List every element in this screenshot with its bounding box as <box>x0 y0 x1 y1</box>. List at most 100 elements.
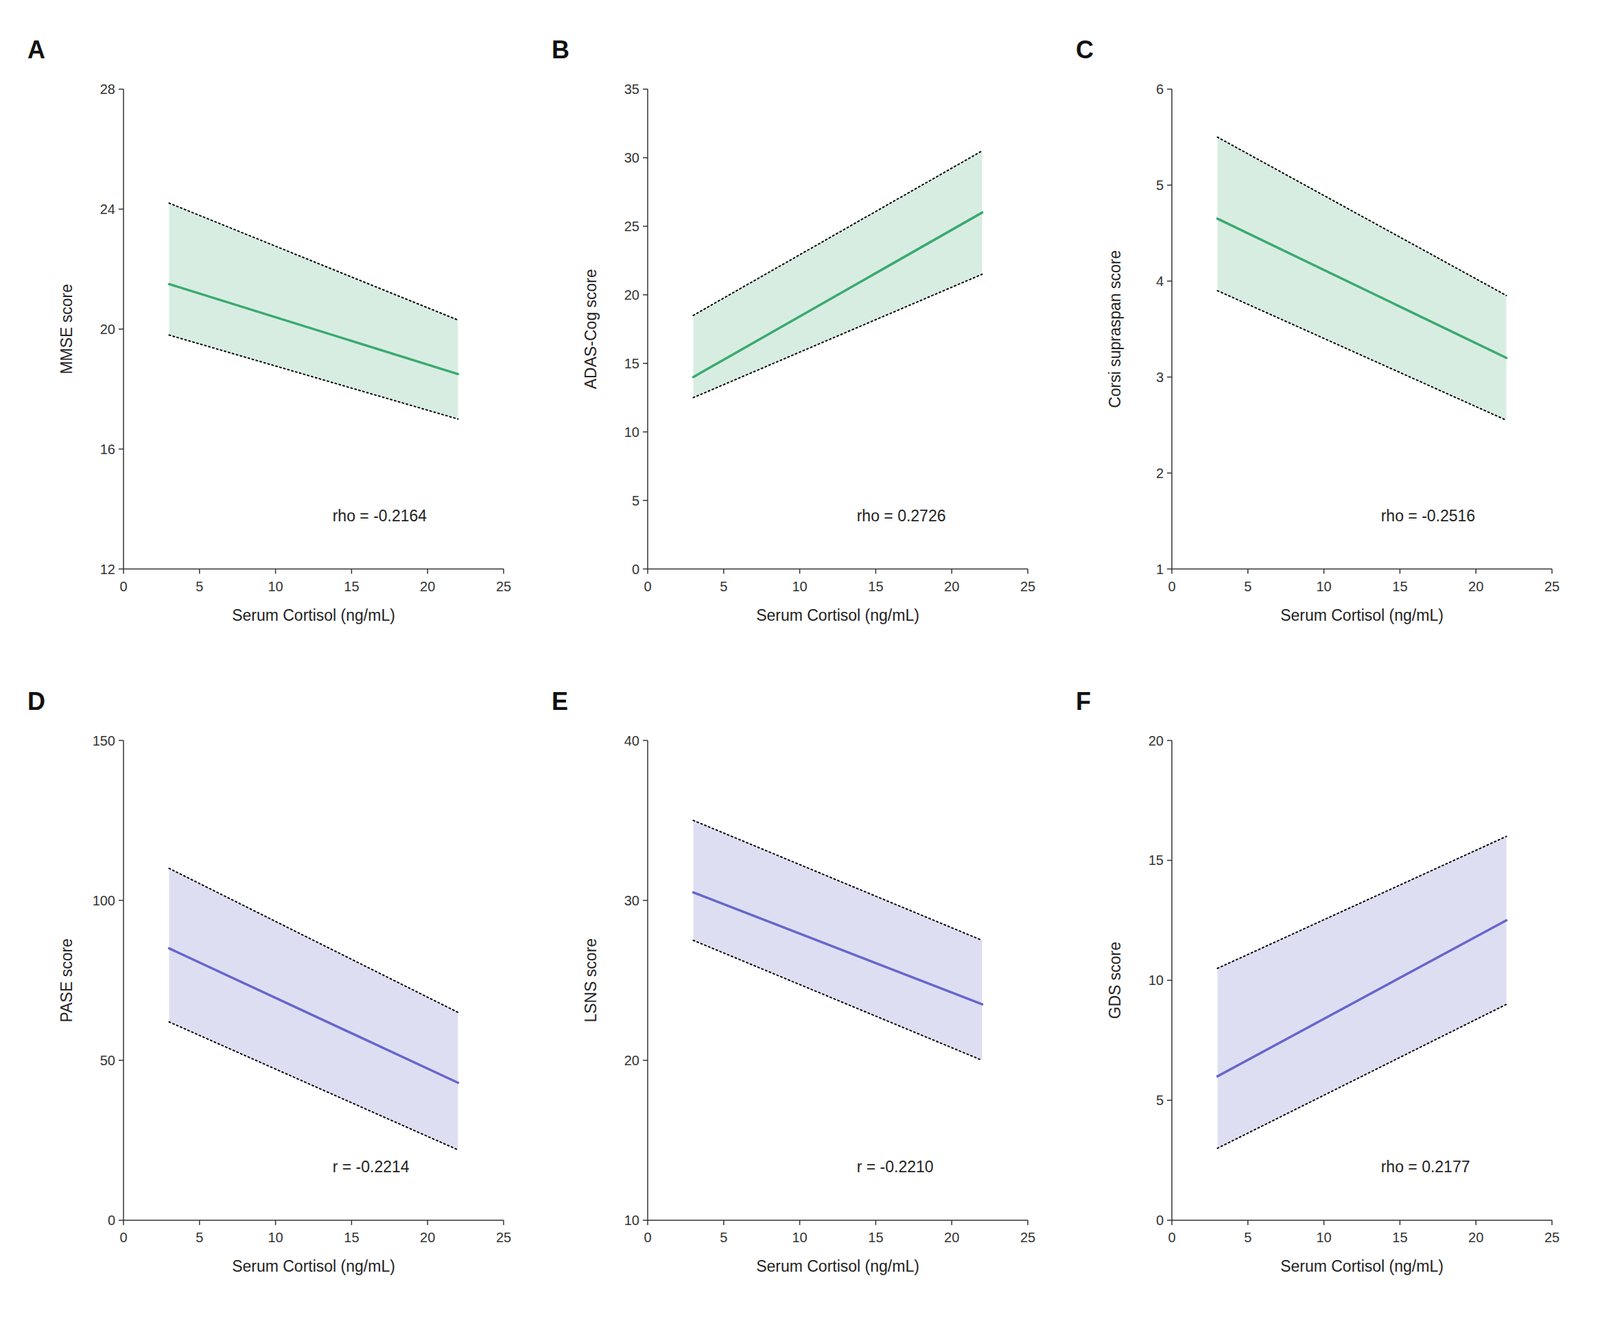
ci-band <box>168 203 458 420</box>
y-axis-line <box>1171 89 1173 570</box>
x-tick <box>799 1220 801 1226</box>
ci-lower-line <box>1217 1004 1507 1149</box>
x-tick <box>875 1220 877 1226</box>
x-tick-label: 20 <box>944 1230 960 1246</box>
panel: 051015202505101520Serum Cortisol (ng/mL)… <box>1075 687 1560 1277</box>
annotation: r = -0.2210 <box>856 1158 934 1176</box>
y-tick-label: 10 <box>624 1213 640 1229</box>
y-tick-label: 150 <box>92 733 116 749</box>
x-tick-label: 20 <box>419 579 435 595</box>
y-tick <box>642 740 648 742</box>
y-axis-label: ADAS-Cog score <box>581 268 600 390</box>
y-tick-label: 2 <box>1156 465 1164 481</box>
x-axis-line <box>123 1219 504 1222</box>
y-tick-label: 12 <box>100 561 116 578</box>
y-axis-label: Corsi supraspan score <box>1106 250 1124 409</box>
y-axis-line <box>646 89 649 570</box>
x-tick <box>502 1220 505 1226</box>
panel: 051015202505101520253035Serum Cortisol (… <box>551 35 1036 625</box>
ci-lower-line <box>168 334 458 419</box>
y-tick-label: 0 <box>631 561 640 578</box>
y-tick-label: 10 <box>624 424 640 440</box>
plot-area <box>168 868 458 1150</box>
y-tick-label: 5 <box>1156 1092 1164 1109</box>
y-tick-label: 5 <box>1156 177 1164 193</box>
y-tick-label: 24 <box>100 201 116 217</box>
annotation: rho = 0.2177 <box>1381 1158 1471 1176</box>
x-axis-line <box>1171 1219 1552 1222</box>
x-tick <box>646 1220 649 1226</box>
x-tick <box>1247 1220 1249 1226</box>
y-tick-label: 30 <box>624 893 640 909</box>
x-tick <box>122 569 125 575</box>
x-tick <box>351 1220 353 1226</box>
x-tick-label: 5 <box>719 1230 728 1246</box>
y-tick-label: 20 <box>100 321 116 337</box>
y-tick-label: 20 <box>624 287 640 303</box>
regression-line <box>1217 218 1507 359</box>
y-tick <box>642 157 648 159</box>
x-tick-label: 5 <box>1243 579 1252 595</box>
y-axis-line <box>122 740 125 1222</box>
regression-line <box>168 948 458 1084</box>
y-tick <box>1167 568 1172 571</box>
x-tick <box>950 1220 953 1226</box>
ci-lower-line <box>168 1022 458 1151</box>
y-tick-label: 3 <box>1156 369 1164 385</box>
y-tick-label: 40 <box>624 733 640 749</box>
y-tick <box>118 1060 124 1062</box>
panel: 0510152025050100150Serum Cortisol (ng/mL… <box>27 687 512 1277</box>
y-tick-label: 15 <box>1148 852 1164 868</box>
x-tick <box>351 569 353 575</box>
ci-band <box>692 150 982 398</box>
y-tick <box>642 294 648 296</box>
y-axis-label: LSNS score <box>581 938 600 1023</box>
ci-upper-line <box>1217 836 1507 969</box>
x-tick-label: 5 <box>195 1230 204 1246</box>
x-tick-label: 15 <box>1392 1230 1408 1246</box>
x-axis-label: Serum Cortisol (ng/mL) <box>231 1257 396 1276</box>
y-axis-label: MMSE score <box>57 284 76 375</box>
x-tick-label: 10 <box>267 579 283 595</box>
x-tick-label: 0 <box>643 579 652 595</box>
ci-lower-line <box>692 274 982 398</box>
regression-line <box>692 212 982 378</box>
annotation: rho = -0.2164 <box>332 507 428 525</box>
x-tick-label: 5 <box>719 579 728 595</box>
y-tick-label: 100 <box>92 893 116 909</box>
y-tick <box>1167 1219 1172 1222</box>
y-tick-label: 10 <box>1148 972 1164 988</box>
y-tick <box>1167 1099 1172 1102</box>
panel: 051015202510203040Serum Cortisol (ng/mL)… <box>551 687 1036 1277</box>
x-tick <box>1027 1220 1029 1226</box>
x-tick-label: 0 <box>643 1230 652 1246</box>
y-tick-label: 20 <box>624 1053 640 1069</box>
y-tick-label: 6 <box>1156 81 1164 97</box>
regression-line <box>692 892 982 1005</box>
x-tick <box>1475 569 1477 575</box>
x-tick-label: 15 <box>867 1230 884 1246</box>
x-tick-label: 0 <box>119 1230 127 1246</box>
y-tick-label: 15 <box>624 356 640 372</box>
x-tick-label: 15 <box>343 1230 359 1246</box>
y-axis-label: GDS score <box>1106 942 1124 1019</box>
ci-upper-line <box>692 150 982 316</box>
x-tick-label: 25 <box>496 579 512 595</box>
x-tick-label: 15 <box>1392 579 1408 595</box>
y-tick <box>118 328 124 331</box>
y-tick <box>642 88 648 90</box>
y-tick <box>1167 472 1172 475</box>
regression-line <box>168 284 458 374</box>
y-tick-label: 30 <box>624 150 640 166</box>
x-axis-label: Serum Cortisol (ng/mL) <box>231 606 396 625</box>
ci-upper-line <box>1217 137 1507 296</box>
x-tick <box>723 569 725 575</box>
y-tick-label: 20 <box>1148 733 1164 749</box>
y-tick <box>118 448 124 451</box>
x-axis-line <box>647 1219 1028 1222</box>
annotation: rho = 0.2726 <box>856 507 947 525</box>
x-tick <box>950 569 953 575</box>
y-tick <box>642 431 648 433</box>
y-axis-label: PASE score <box>57 938 76 1023</box>
y-tick <box>1167 88 1172 90</box>
